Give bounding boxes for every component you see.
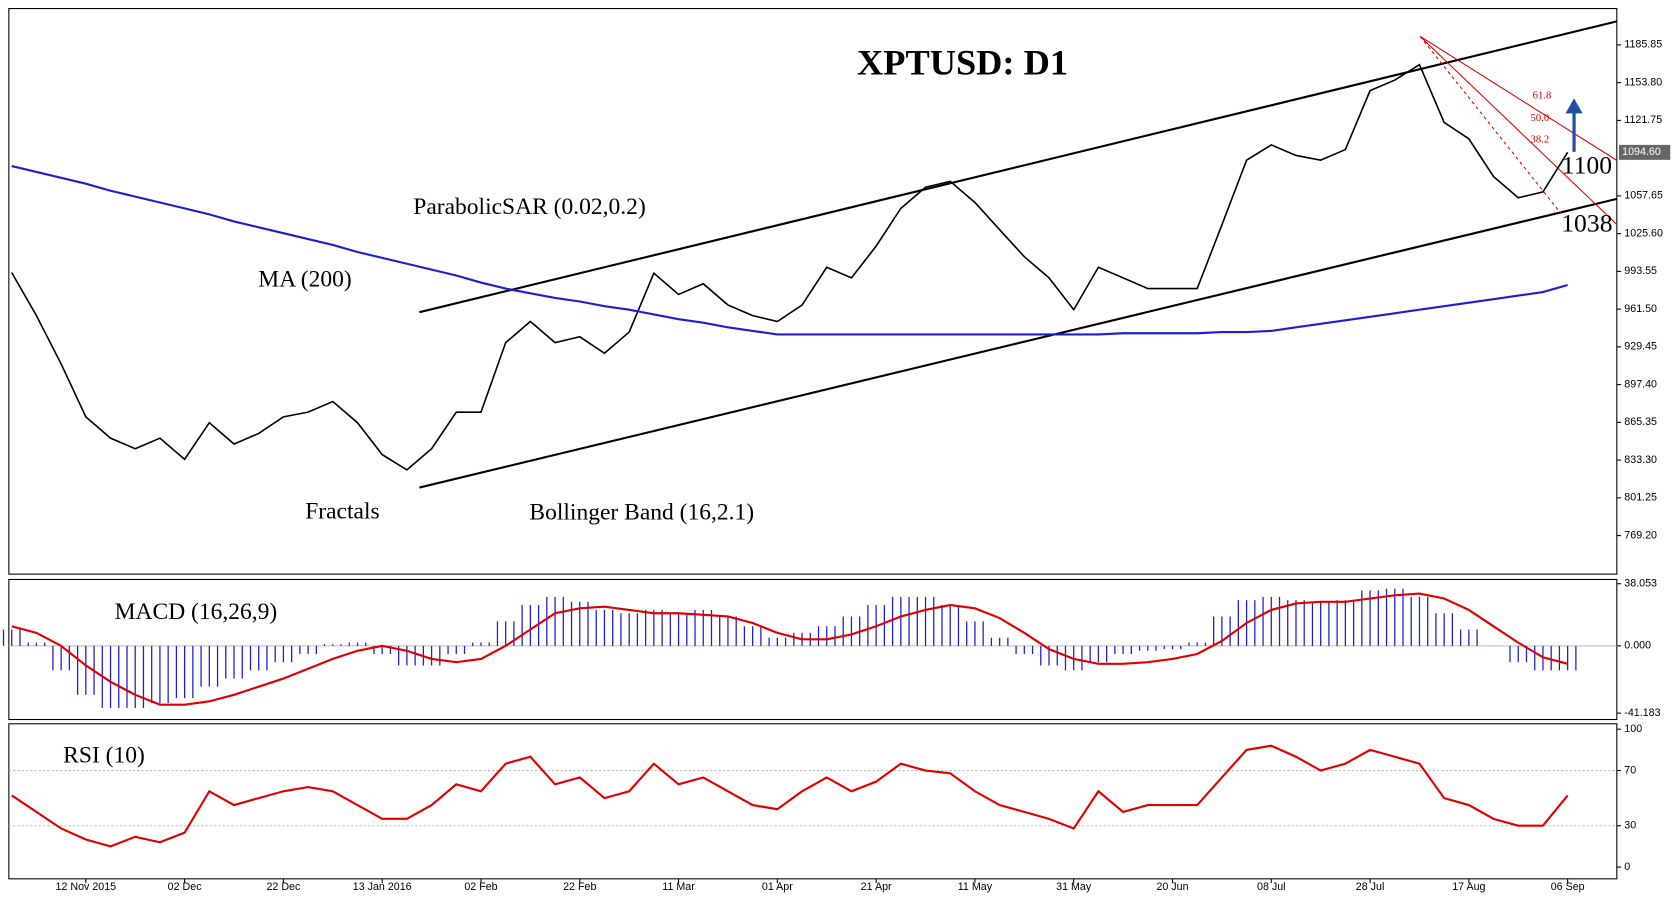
x-tick-label: 31 May: [1056, 881, 1092, 893]
y-tick-label: 993.55: [1624, 265, 1657, 277]
chart-title: XPTUSD: D1: [857, 43, 1068, 83]
fan-line: [1419, 35, 1618, 225]
channel-lower: [419, 197, 1618, 489]
y-tick-label: 0.000: [1624, 640, 1651, 652]
annotation: MA (200): [258, 267, 351, 293]
arrow-head: [1565, 98, 1583, 114]
annotation: Bollinger Band (16,2.1): [529, 500, 754, 526]
x-tick-label: 13 Jan 2016: [353, 881, 412, 893]
x-tick-label: 22 Feb: [563, 881, 596, 893]
x-tick-label: 12 Nov 2015: [56, 881, 117, 893]
series-line: [11, 164, 1568, 336]
y-tick-label: 0: [1624, 861, 1630, 873]
rsi-title: RSI (10): [63, 742, 145, 768]
annotation: 50.0: [1530, 112, 1549, 124]
series-line: [11, 63, 1569, 471]
macd-title: MACD (16,26,9): [115, 599, 278, 625]
y-tick-label: 865.35: [1624, 416, 1657, 428]
x-tick-label: 11 May: [958, 881, 993, 893]
fan-line: [1419, 36, 1562, 215]
y-tick-label: 769.20: [1624, 529, 1657, 541]
y-tick-label: -41.183: [1624, 707, 1660, 719]
y-tick-label: 1057.65: [1624, 190, 1663, 202]
annotation: 61.8: [1533, 90, 1552, 102]
x-tick-label: 28 Jul: [1356, 881, 1385, 893]
y-tick-label: 833.30: [1624, 454, 1657, 466]
channel-upper: [419, 20, 1618, 314]
y-tick-label: 30: [1624, 820, 1636, 832]
annotation: Fractals: [305, 499, 379, 525]
y-tick-label: 70: [1624, 764, 1636, 776]
last-price-label: 1094.60: [1622, 146, 1661, 158]
y-tick-label: 38.053: [1624, 578, 1657, 590]
macd-panel: [8, 578, 1618, 721]
x-tick-label: 11 Mar: [662, 881, 695, 893]
channel: [419, 20, 1618, 489]
annotation: ParabolicSAR (0.02,0.2): [413, 194, 646, 220]
rsi-panel: [8, 723, 1618, 880]
x-tick-label: 08 Jul: [1257, 881, 1286, 893]
price-panel: [8, 8, 1618, 575]
y-tick-label: 929.45: [1624, 341, 1657, 353]
annotation: 38.2: [1530, 134, 1549, 146]
x-tick-label: 20 Jun: [1156, 881, 1188, 893]
y-tick-label: 961.50: [1624, 303, 1657, 315]
y-tick-label: 1153.80: [1624, 76, 1662, 88]
x-tick-label: 21 Apr: [861, 881, 892, 893]
x-tick-label: 17 Aug: [1452, 881, 1485, 893]
fib-fan: [1419, 35, 1618, 225]
y-tick-label: 897.40: [1624, 378, 1657, 390]
x-tick-label: 01 Apr: [762, 881, 793, 893]
series-line: [11, 592, 1568, 706]
arrow: [1565, 98, 1583, 152]
fan-line: [1419, 35, 1618, 161]
series-line: [11, 744, 1569, 848]
x-tick-label: 06 Sep: [1551, 881, 1585, 893]
y-tick-label: 1121.75: [1624, 114, 1662, 126]
annotation: 1100: [1562, 151, 1612, 180]
x-tick-label: 02 Dec: [168, 881, 203, 893]
y-tick-label: 1025.60: [1624, 227, 1663, 239]
y-tick-label: 1185.85: [1624, 39, 1662, 51]
y-tick-label: 801.25: [1624, 492, 1657, 504]
annotation: 1038: [1561, 208, 1612, 237]
x-tick-label: 02 Feb: [464, 881, 497, 893]
x-tick-label: 22 Dec: [266, 881, 301, 893]
last-price-box: [1618, 144, 1671, 160]
y-tick-label: 100: [1624, 723, 1642, 735]
